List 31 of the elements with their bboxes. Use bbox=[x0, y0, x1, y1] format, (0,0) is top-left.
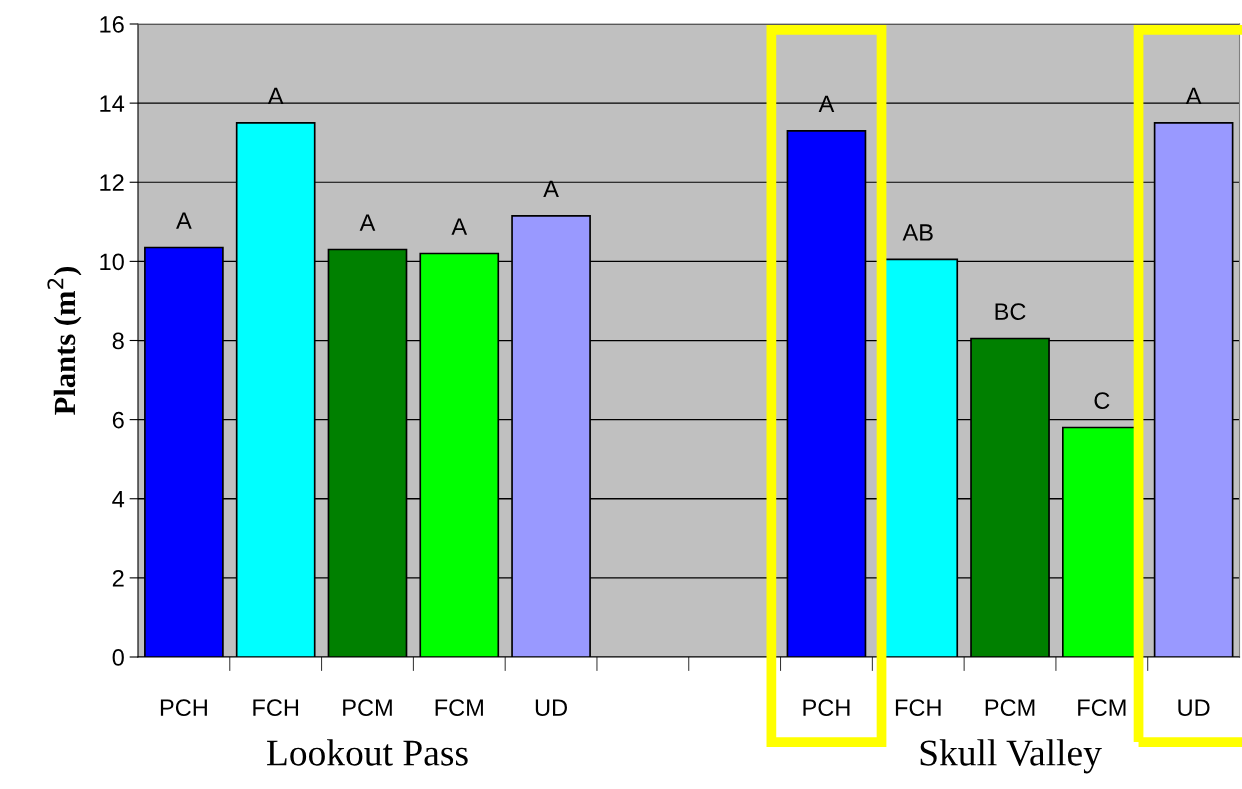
y-tick-label: 14 bbox=[100, 95, 125, 112]
x-tick-label: PCH bbox=[803, 699, 850, 717]
y-tick-label: 2 bbox=[112, 569, 124, 587]
x-tick-label: FCM bbox=[435, 699, 483, 717]
data-label: A bbox=[1185, 87, 1202, 105]
text: Skull Valley bbox=[920, 739, 1102, 774]
y-tick-label: 0 bbox=[112, 649, 124, 666]
x-tick-label: PCM bbox=[343, 699, 392, 717]
data-label: A bbox=[176, 212, 192, 229]
data-label: C bbox=[1094, 392, 1110, 409]
x-tick-label: PCM bbox=[985, 699, 1035, 717]
text: Lookout Pass bbox=[266, 739, 468, 766]
data-label: A bbox=[267, 87, 284, 105]
x-tick-label: FCH bbox=[895, 699, 941, 717]
y-tick-label: 12 bbox=[100, 174, 124, 191]
y-tick-label: 4 bbox=[112, 491, 125, 508]
y-axis-title: Plants (m$^{2}$) bbox=[47, 267, 82, 415]
x-tick-label: UD bbox=[535, 699, 567, 717]
y-tick-label: 6 bbox=[112, 411, 124, 429]
data-label: AB bbox=[902, 224, 933, 241]
y-tick-label: 10 bbox=[100, 253, 124, 271]
y-tick-label: 16 bbox=[100, 16, 124, 33]
x-tick-label: UD bbox=[1178, 699, 1210, 717]
data-label: A bbox=[451, 218, 468, 235]
x-tick-label: FCM bbox=[1078, 699, 1126, 717]
x-tick-label: PCH bbox=[160, 699, 207, 717]
data-label: BC bbox=[995, 303, 1026, 320]
x-tick-label: FCH bbox=[253, 699, 299, 717]
data-label: A bbox=[543, 180, 559, 198]
y-tick-label: 8 bbox=[112, 332, 124, 350]
data-label: A bbox=[359, 214, 376, 231]
